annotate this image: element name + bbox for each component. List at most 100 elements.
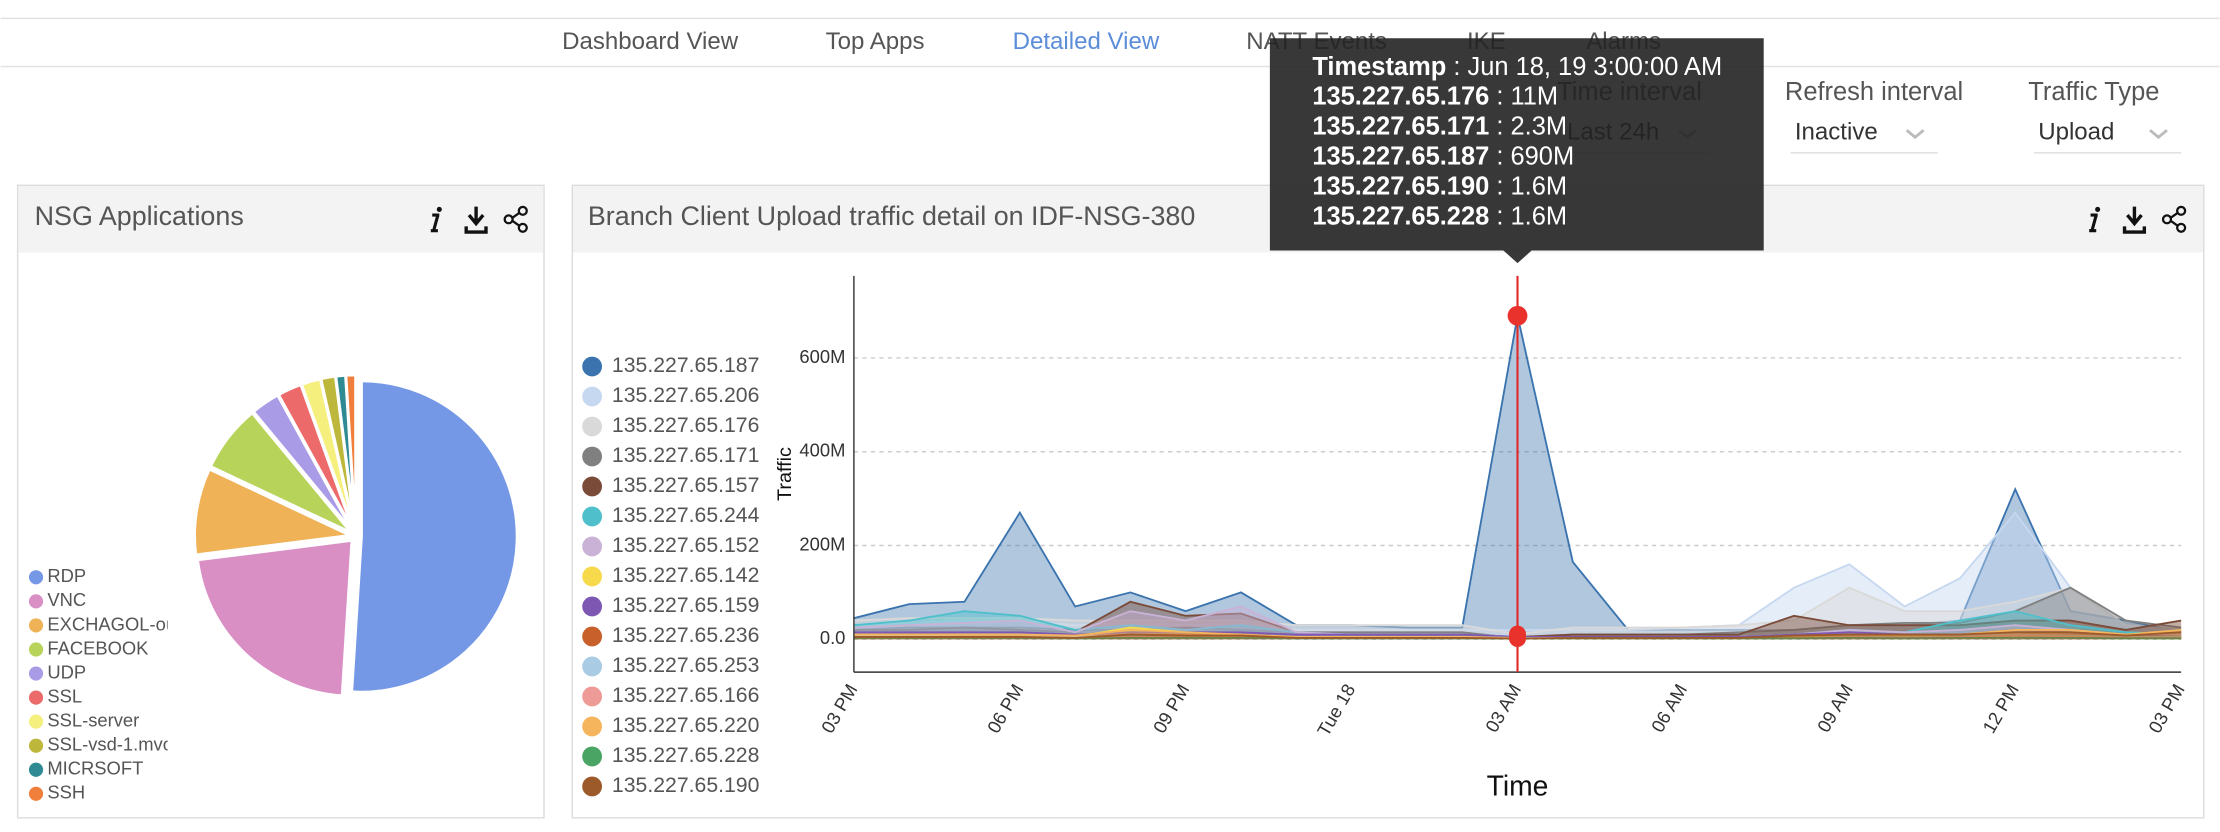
tooltip: Timestamp : Jun 18, 19 3:00:00 AM 135.227… — [1269, 38, 1764, 264]
area — [853, 606, 2182, 640]
nav-item[interactable]: Top Apps — [826, 28, 925, 55]
legend-label: 135.227.65.187 — [612, 354, 760, 377]
legend-label: 135.227.65.176 — [612, 414, 760, 437]
legend-swatch — [28, 642, 44, 657]
legend-swatch — [28, 786, 44, 801]
tooltip-key: 135.227.65.190 — [1312, 172, 1489, 200]
legend-swatch — [28, 762, 44, 777]
legend-label: 135.227.65.220 — [612, 714, 760, 737]
legend-swatch — [582, 416, 603, 437]
tooltip-line: 135.227.65.187 : 690M — [1312, 142, 1574, 170]
legend-swatch — [582, 566, 603, 587]
pie-slice — [195, 538, 354, 698]
nav-item[interactable]: Detailed View — [1013, 28, 1160, 55]
share-icon[interactable] — [503, 205, 528, 233]
legend-swatch — [582, 476, 603, 497]
tooltip-value: Jun 18, 19 3:00:00 AM — [1467, 53, 1722, 81]
legend-label: UDP — [47, 661, 86, 682]
legend-label: RDP — [47, 565, 86, 586]
tooltip-value: 2.3M — [1510, 112, 1567, 140]
select[interactable]: Upload — [2033, 118, 2182, 154]
download-icon[interactable] — [464, 206, 488, 234]
legend-label: SSL — [47, 685, 82, 706]
legend-swatch — [28, 594, 44, 609]
panel-title: Branch Client Upload traffic detail on I… — [588, 201, 1195, 231]
hover-point — [1507, 305, 1528, 326]
tooltip-separator: : — [1489, 112, 1510, 140]
tooltip-key: 135.227.65.187 — [1312, 142, 1489, 170]
tooltip-separator: : — [1489, 172, 1510, 200]
caret — [1905, 129, 1925, 140]
select-value: Upload — [2038, 118, 2114, 145]
legend-swatch — [582, 776, 603, 797]
legend-label: 135.227.65.159 — [612, 594, 760, 617]
legend-label: FACEBOOK — [47, 637, 149, 658]
y-tick-label: 0.0 — [820, 627, 846, 648]
legend-label: 135.227.65.152 — [612, 534, 760, 557]
legend-swatch — [28, 738, 44, 753]
legend-label: 135.227.65.244 — [612, 504, 760, 527]
tooltip-separator: : — [1489, 82, 1510, 110]
share-icon[interactable] — [2161, 205, 2187, 233]
nav-item[interactable]: Dashboard View — [562, 28, 739, 55]
legend-label: 135.227.65.157 — [612, 474, 760, 497]
caret — [2149, 129, 2168, 140]
legend-label: 135.227.65.166 — [612, 684, 760, 707]
panel-header — [18, 186, 544, 253]
y-tick-label: 200M — [799, 533, 845, 554]
tooltip-box — [1269, 38, 1764, 264]
tooltip-key: 135.227.65.228 — [1312, 202, 1489, 230]
legend-swatch — [28, 690, 44, 705]
legend-swatch — [582, 446, 603, 467]
tooltip-separator: : — [1489, 142, 1510, 170]
legend-label: SSL-server — [47, 709, 139, 730]
x-axis-label: Time — [1487, 770, 1549, 802]
hover-point — [1509, 630, 1526, 648]
download-icon[interactable] — [2122, 206, 2147, 234]
legend-swatch — [582, 536, 603, 557]
legend-label: SSH — [47, 782, 85, 803]
legend-swatch — [582, 596, 603, 617]
legend-label: MICRSOFT — [47, 758, 143, 779]
area-chart: 0.0 200M 400M 600M 135.227.65.187 135.227.65.… — [582, 275, 2189, 802]
legend-label: VNC — [47, 589, 86, 610]
y-axis-label: Traffic — [774, 447, 796, 501]
legend-label: 135.227.65.236 — [612, 624, 760, 647]
legend-swatch — [28, 618, 44, 633]
y-tick-label: 600M — [799, 346, 845, 367]
legend-swatch — [582, 626, 603, 647]
legend-label: 135.227.65.171 — [612, 444, 760, 467]
area — [853, 632, 2182, 640]
legend-label: SSL-vsd-1.mvo — [47, 734, 173, 755]
tooltip-key: 135.227.65.171 — [1312, 112, 1489, 140]
info-icon[interactable] — [2086, 204, 2103, 233]
tooltip-separator: : — [1489, 202, 1510, 230]
tooltip-line: Timestamp : Jun 18, 19 3:00:00 AM — [1312, 53, 1722, 81]
legend-swatch — [28, 714, 44, 729]
tooltip-line: 135.227.65.171 : 2.3M — [1312, 112, 1567, 140]
select-value: Inactive — [1795, 118, 1878, 145]
legend-label: 135.227.65.142 — [612, 564, 760, 587]
tooltip-value: 690M — [1510, 142, 1574, 170]
legend-swatch — [582, 506, 603, 527]
legend: RDP VNC EXCHAGOL-ou FACEBOOK UDP SSL SSL-serve… — [28, 565, 173, 803]
tooltip-line: 135.227.65.228 : 1.6M — [1312, 202, 1567, 230]
select[interactable]: Inactive — [1790, 118, 1938, 154]
pie-slice — [208, 410, 353, 535]
y-tick-label: 400M — [799, 440, 845, 461]
tooltip-key: Timestamp — [1312, 53, 1446, 81]
info-icon[interactable] — [428, 204, 445, 233]
tooltip-value: 11M — [1510, 82, 1558, 110]
legend-swatch — [582, 386, 603, 407]
pie-slice — [344, 373, 358, 531]
control-label: Refresh interval — [1785, 78, 1963, 106]
panel — [571, 184, 2205, 819]
area — [853, 512, 2182, 640]
legend-label: 135.227.65.253 — [612, 654, 760, 677]
legend-label: 135.227.65.228 — [612, 744, 760, 767]
legend-label: 135.227.65.190 — [612, 774, 760, 797]
legend-swatch — [28, 570, 44, 585]
legend-label: 135.227.65.206 — [612, 384, 760, 407]
